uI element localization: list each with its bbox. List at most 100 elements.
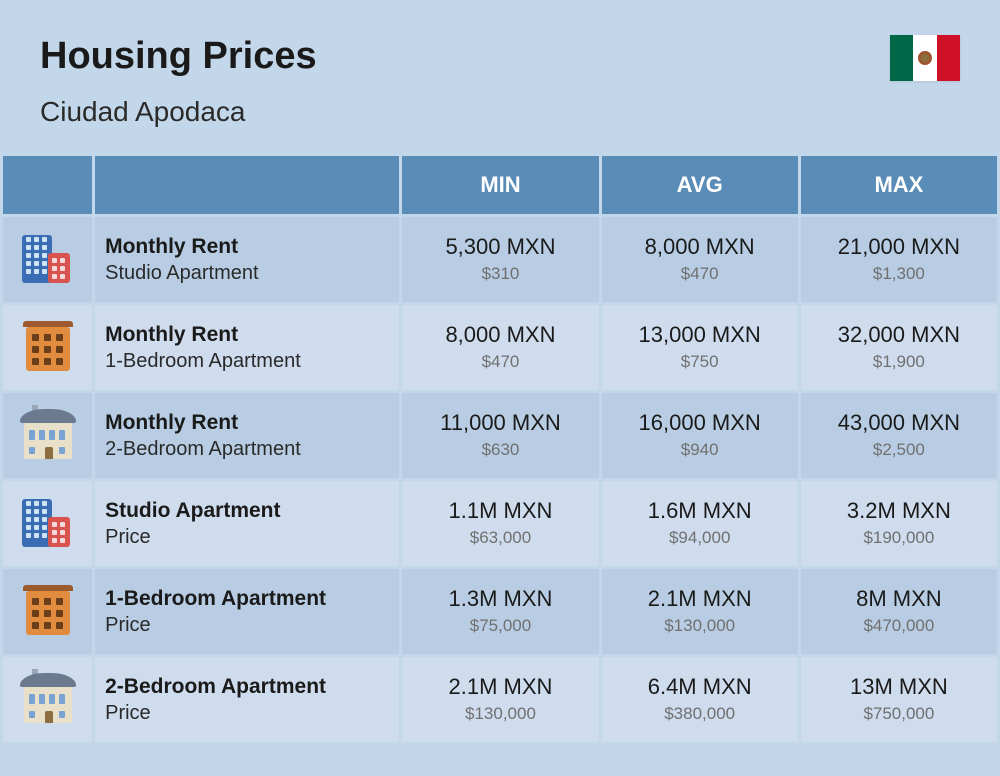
avg-main: 1.6M MXN: [602, 497, 798, 526]
row-label-cell: Monthly Rent 2-Bedroom Apartment: [95, 393, 399, 478]
row-min-cell: 8,000 MXN $470: [402, 305, 598, 390]
row-min-cell: 1.1M MXN $63,000: [402, 481, 598, 566]
building-house-icon: [18, 671, 78, 723]
col-label: [95, 156, 399, 214]
table-row: Monthly Rent 2-Bedroom Apartment 11,000 …: [3, 393, 997, 478]
max-sub: $2,500: [801, 438, 997, 462]
max-main: 13M MXN: [801, 673, 997, 702]
row-title: Monthly Rent: [105, 409, 399, 436]
table-row: 2-Bedroom Apartment Price 2.1M MXN $130,…: [3, 657, 997, 742]
max-sub: $750,000: [801, 702, 997, 726]
max-main: 32,000 MXN: [801, 321, 997, 350]
row-label-cell: Monthly Rent 1-Bedroom Apartment: [95, 305, 399, 390]
row-max-cell: 32,000 MXN $1,900: [801, 305, 997, 390]
max-sub: $1,900: [801, 350, 997, 374]
min-sub: $130,000: [402, 702, 598, 726]
row-avg-cell: 8,000 MXN $470: [602, 217, 798, 302]
row-icon-cell: [3, 305, 92, 390]
max-sub: $1,300: [801, 262, 997, 286]
row-subtitle: Studio Apartment: [105, 260, 399, 286]
min-sub: $75,000: [402, 614, 598, 638]
row-min-cell: 11,000 MXN $630: [402, 393, 598, 478]
header: Housing Prices Ciudad Apodaca: [0, 0, 1000, 153]
row-max-cell: 21,000 MXN $1,300: [801, 217, 997, 302]
avg-main: 6.4M MXN: [602, 673, 798, 702]
pricing-table: MIN AVG MAX Monthly Rent Studio Apartmen…: [0, 153, 1000, 745]
col-min: MIN: [402, 156, 598, 214]
building-tall-icon: [18, 495, 78, 547]
min-main: 5,300 MXN: [402, 233, 598, 262]
building-orange-icon: [18, 583, 78, 635]
min-sub: $310: [402, 262, 598, 286]
row-title: 1-Bedroom Apartment: [105, 585, 399, 612]
row-subtitle: Price: [105, 524, 399, 550]
table-header-row: MIN AVG MAX: [3, 156, 997, 214]
page-title: Housing Prices: [40, 35, 960, 78]
col-icon: [3, 156, 92, 214]
row-subtitle: 1-Bedroom Apartment: [105, 348, 399, 374]
max-main: 8M MXN: [801, 585, 997, 614]
max-main: 43,000 MXN: [801, 409, 997, 438]
row-title: Monthly Rent: [105, 321, 399, 348]
avg-sub: $94,000: [602, 526, 798, 550]
avg-sub: $380,000: [602, 702, 798, 726]
building-orange-icon: [18, 319, 78, 371]
table-row: Studio Apartment Price 1.1M MXN $63,000 …: [3, 481, 997, 566]
min-main: 1.3M MXN: [402, 585, 598, 614]
row-label-cell: Monthly Rent Studio Apartment: [95, 217, 399, 302]
avg-main: 2.1M MXN: [602, 585, 798, 614]
min-sub: $470: [402, 350, 598, 374]
row-title: 2-Bedroom Apartment: [105, 673, 399, 700]
row-min-cell: 5,300 MXN $310: [402, 217, 598, 302]
row-max-cell: 43,000 MXN $2,500: [801, 393, 997, 478]
max-sub: $470,000: [801, 614, 997, 638]
row-icon-cell: [3, 393, 92, 478]
row-label-cell: 1-Bedroom Apartment Price: [95, 569, 399, 654]
max-sub: $190,000: [801, 526, 997, 550]
row-icon-cell: [3, 217, 92, 302]
row-icon-cell: [3, 481, 92, 566]
row-title: Studio Apartment: [105, 497, 399, 524]
row-min-cell: 1.3M MXN $75,000: [402, 569, 598, 654]
avg-sub: $750: [602, 350, 798, 374]
avg-main: 16,000 MXN: [602, 409, 798, 438]
row-avg-cell: 16,000 MXN $940: [602, 393, 798, 478]
building-tall-icon: [18, 231, 78, 283]
row-title: Monthly Rent: [105, 233, 399, 260]
avg-main: 13,000 MXN: [602, 321, 798, 350]
max-main: 3.2M MXN: [801, 497, 997, 526]
table-row: Monthly Rent 1-Bedroom Apartment 8,000 M…: [3, 305, 997, 390]
row-label-cell: 2-Bedroom Apartment Price: [95, 657, 399, 742]
max-main: 21,000 MXN: [801, 233, 997, 262]
min-sub: $630: [402, 438, 598, 462]
row-avg-cell: 1.6M MXN $94,000: [602, 481, 798, 566]
row-max-cell: 3.2M MXN $190,000: [801, 481, 997, 566]
avg-sub: $470: [602, 262, 798, 286]
row-subtitle: 2-Bedroom Apartment: [105, 436, 399, 462]
mexico-flag-icon: [890, 35, 960, 81]
row-max-cell: 8M MXN $470,000: [801, 569, 997, 654]
row-label-cell: Studio Apartment Price: [95, 481, 399, 566]
row-avg-cell: 6.4M MXN $380,000: [602, 657, 798, 742]
col-avg: AVG: [602, 156, 798, 214]
min-main: 11,000 MXN: [402, 409, 598, 438]
min-main: 1.1M MXN: [402, 497, 598, 526]
row-avg-cell: 2.1M MXN $130,000: [602, 569, 798, 654]
row-max-cell: 13M MXN $750,000: [801, 657, 997, 742]
min-main: 2.1M MXN: [402, 673, 598, 702]
row-min-cell: 2.1M MXN $130,000: [402, 657, 598, 742]
building-house-icon: [18, 407, 78, 459]
page-subtitle: Ciudad Apodaca: [40, 96, 960, 128]
avg-main: 8,000 MXN: [602, 233, 798, 262]
row-avg-cell: 13,000 MXN $750: [602, 305, 798, 390]
table-row: 1-Bedroom Apartment Price 1.3M MXN $75,0…: [3, 569, 997, 654]
row-icon-cell: [3, 657, 92, 742]
avg-sub: $130,000: [602, 614, 798, 638]
min-main: 8,000 MXN: [402, 321, 598, 350]
avg-sub: $940: [602, 438, 798, 462]
row-subtitle: Price: [105, 612, 399, 638]
row-subtitle: Price: [105, 700, 399, 726]
table-row: Monthly Rent Studio Apartment 5,300 MXN …: [3, 217, 997, 302]
min-sub: $63,000: [402, 526, 598, 550]
col-max: MAX: [801, 156, 997, 214]
